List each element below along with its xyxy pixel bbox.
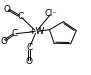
Text: Cl⁻: Cl⁻ <box>45 9 58 18</box>
Text: C: C <box>17 12 24 21</box>
Text: C: C <box>26 44 32 52</box>
Text: O: O <box>4 4 11 14</box>
Text: O: O <box>26 57 33 66</box>
Text: O: O <box>0 37 7 46</box>
Text: C: C <box>11 29 17 38</box>
Text: +W: +W <box>28 27 44 36</box>
